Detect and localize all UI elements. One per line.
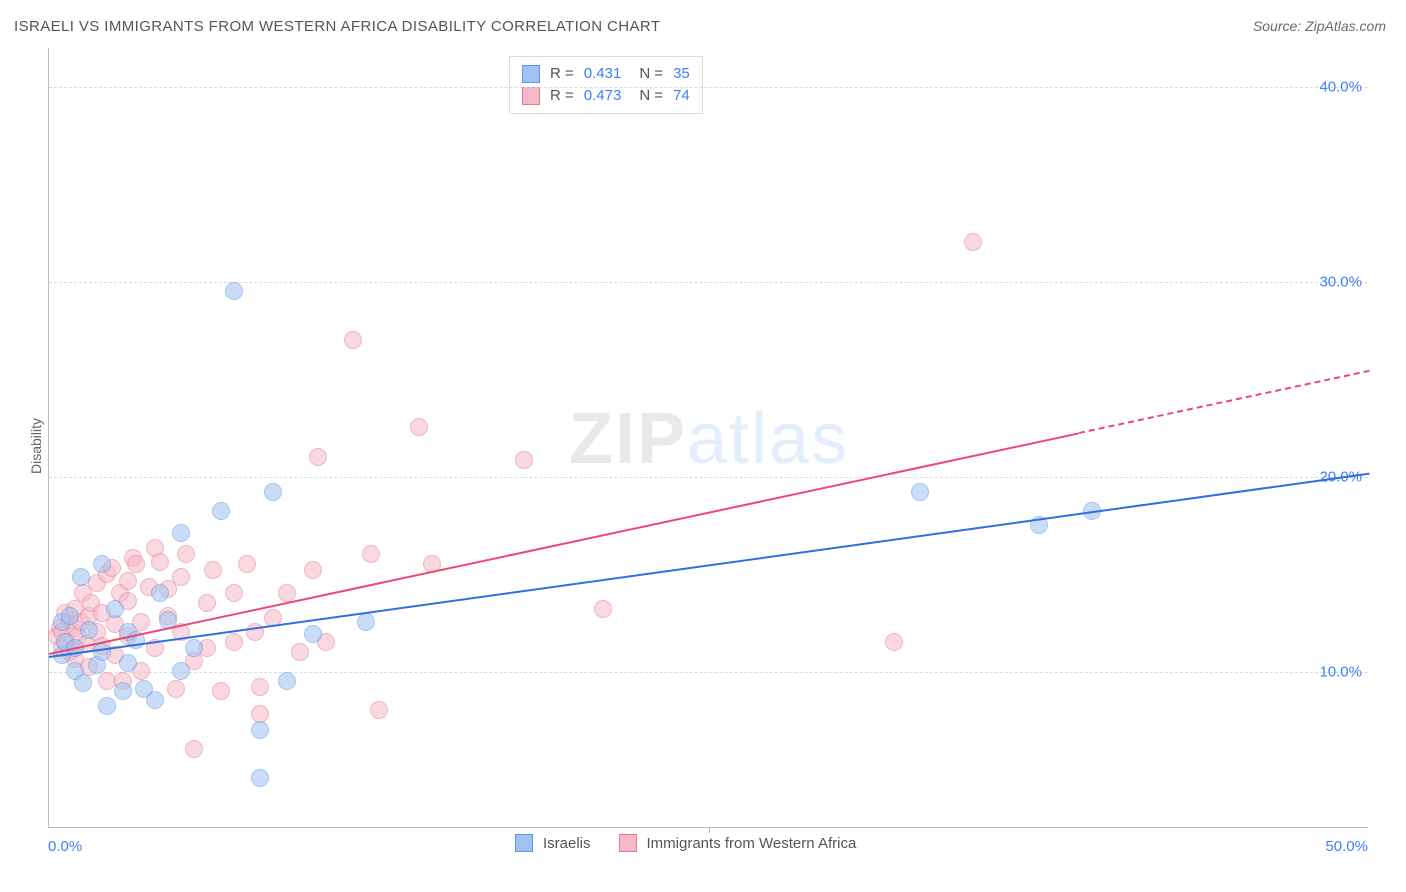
- watermark-left: ZIP: [569, 399, 687, 479]
- scatter-point: [225, 282, 243, 300]
- scatter-point: [114, 682, 132, 700]
- scatter-point: [304, 561, 322, 579]
- scatter-point: [362, 545, 380, 563]
- x-tick: [709, 827, 710, 833]
- y-tick-label: 10.0%: [1319, 664, 1362, 681]
- scatter-point: [964, 233, 982, 251]
- r-label: R =: [550, 63, 574, 85]
- scatter-point: [225, 584, 243, 602]
- scatter-point: [172, 662, 190, 680]
- watermark: ZIPatlas: [569, 398, 849, 480]
- scatter-point: [410, 418, 428, 436]
- scatter-point: [167, 680, 185, 698]
- gridline-h: [49, 282, 1368, 283]
- series-legend: Israelis Immigrants from Western Africa: [515, 834, 874, 852]
- scatter-point: [885, 633, 903, 651]
- gridline-h: [49, 477, 1368, 478]
- scatter-point: [238, 555, 256, 573]
- n-value: 74: [673, 85, 690, 107]
- scatter-point: [61, 607, 79, 625]
- scatter-point: [151, 553, 169, 571]
- scatter-point: [98, 697, 116, 715]
- scatter-point: [106, 600, 124, 618]
- scatter-point: [198, 594, 216, 612]
- watermark-right: atlas: [687, 399, 849, 479]
- scatter-point: [264, 483, 282, 501]
- scatter-point: [80, 621, 98, 639]
- scatter-point: [93, 555, 111, 573]
- scatter-point: [304, 625, 322, 643]
- n-label: N =: [639, 85, 663, 107]
- scatter-point: [74, 674, 92, 692]
- legend-swatch: [619, 834, 637, 852]
- r-value: 0.473: [584, 85, 622, 107]
- chart-title: ISRAELI VS IMMIGRANTS FROM WESTERN AFRIC…: [14, 18, 660, 35]
- legend-row: R = 0.473 N = 74: [522, 85, 690, 107]
- correlation-legend: R = 0.431 N = 35 R = 0.473 N = 74: [509, 56, 703, 114]
- x-tick-label: 0.0%: [48, 838, 82, 855]
- gridline-h: [49, 87, 1368, 88]
- r-label: R =: [550, 85, 574, 107]
- scatter-point: [172, 524, 190, 542]
- legend-swatch: [522, 65, 540, 83]
- scatter-point: [204, 561, 222, 579]
- n-label: N =: [639, 63, 663, 85]
- legend-swatch: [515, 834, 533, 852]
- y-axis-label: Disability: [28, 418, 44, 474]
- scatter-point: [127, 555, 145, 573]
- scatter-point: [370, 701, 388, 719]
- scatter-point: [344, 331, 362, 349]
- scatter-point: [177, 545, 195, 563]
- x-tick-label: 50.0%: [1325, 838, 1368, 855]
- scatter-point: [119, 654, 137, 672]
- scatter-plot-area: ZIPatlas R = 0.431 N = 35 R = 0.473 N = 74 10.0…: [48, 48, 1368, 828]
- scatter-point: [357, 613, 375, 631]
- trend-line: [1078, 370, 1369, 434]
- legend-label: Israelis: [543, 835, 591, 852]
- scatter-point: [225, 633, 243, 651]
- scatter-point: [119, 572, 137, 590]
- scatter-point: [212, 682, 230, 700]
- scatter-point: [291, 643, 309, 661]
- scatter-point: [251, 678, 269, 696]
- scatter-point: [212, 502, 230, 520]
- scatter-point: [911, 483, 929, 501]
- source-attribution: Source: ZipAtlas.com: [1253, 18, 1386, 34]
- scatter-point: [151, 584, 169, 602]
- scatter-point: [185, 639, 203, 657]
- trend-line: [49, 432, 1079, 655]
- scatter-point: [278, 584, 296, 602]
- scatter-point: [594, 600, 612, 618]
- scatter-point: [515, 451, 533, 469]
- legend-swatch: [522, 87, 540, 105]
- y-tick-label: 30.0%: [1319, 274, 1362, 291]
- scatter-point: [251, 721, 269, 739]
- scatter-point: [251, 769, 269, 787]
- y-tick-label: 40.0%: [1319, 79, 1362, 96]
- scatter-point: [309, 448, 327, 466]
- gridline-h: [49, 672, 1368, 673]
- scatter-point: [172, 568, 190, 586]
- r-value: 0.431: [584, 63, 622, 85]
- scatter-point: [185, 740, 203, 758]
- scatter-point: [278, 672, 296, 690]
- legend-row: R = 0.431 N = 35: [522, 63, 690, 85]
- scatter-point: [146, 691, 164, 709]
- scatter-point: [72, 568, 90, 586]
- legend-label: Immigrants from Western Africa: [647, 835, 857, 852]
- n-value: 35: [673, 63, 690, 85]
